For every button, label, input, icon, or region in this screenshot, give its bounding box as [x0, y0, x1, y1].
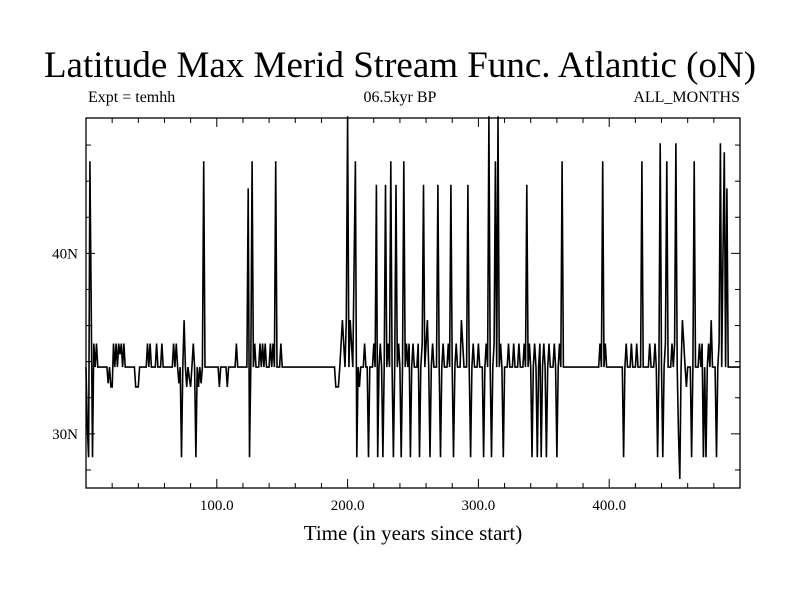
period-label: 06.5kyr BP	[363, 89, 437, 106]
y-tick-label: 30N	[52, 427, 78, 443]
months-label: ALL_MONTHS	[633, 89, 740, 106]
x-tick-label: 200.0	[331, 498, 365, 514]
x-axis-label: Time (in years since start)	[304, 521, 523, 545]
x-tick-label: 300.0	[462, 498, 496, 514]
y-tick-label: 40N	[52, 246, 78, 262]
experiment-label: Expt = temhh	[88, 89, 176, 106]
chart-title: Latitude Max Merid Stream Func. Atlantic…	[43, 45, 757, 86]
plot-frame	[85, 117, 741, 489]
series-layer	[85, 116, 740, 480]
x-tick-label: 400.0	[592, 498, 626, 514]
series-line	[85, 116, 740, 480]
x-tick-label: 100.0	[200, 498, 234, 514]
tick-marks: 100.0 200.0 300.0 400.0 30N 40N	[52, 118, 740, 514]
